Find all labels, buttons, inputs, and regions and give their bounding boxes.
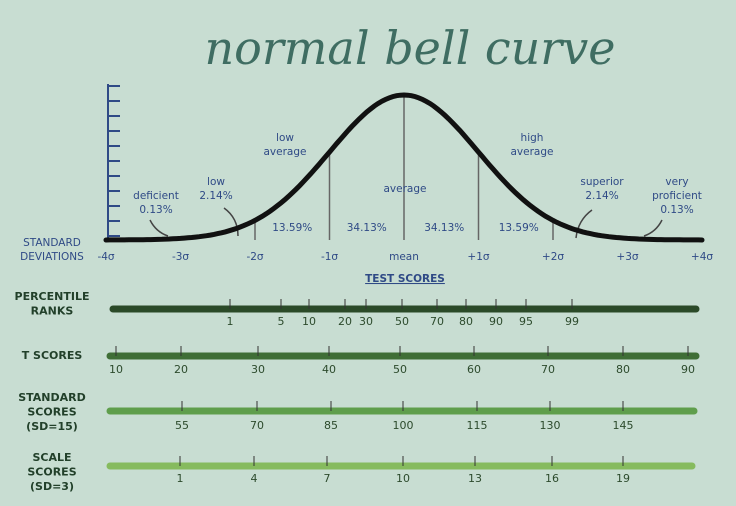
scale-name: (SD=15): [26, 420, 78, 433]
callout: superior: [580, 176, 624, 188]
scale-label: 115: [467, 419, 488, 432]
scale-label: 130: [540, 419, 561, 432]
sigma-label: -3σ: [172, 251, 189, 263]
scale-label: 1: [177, 472, 184, 485]
arrows: [149, 207, 663, 239]
scale-label: 50: [395, 315, 409, 328]
scale-label: 70: [430, 315, 444, 328]
scale-label: 99: [565, 315, 579, 328]
area-percent: 34.13%: [347, 222, 387, 234]
callout: 0.13%: [139, 204, 172, 216]
callout: average: [511, 146, 554, 158]
scale-name: STANDARD: [18, 391, 86, 404]
sigma-label: +3σ: [616, 251, 638, 263]
scale-label: 80: [616, 363, 630, 376]
arrow: [643, 219, 663, 237]
scale-label: 13: [468, 472, 482, 485]
callout: 2.14%: [199, 190, 232, 202]
scale-name: T SCORES: [22, 349, 83, 362]
callout: average: [264, 146, 307, 158]
scale-label: 7: [324, 472, 331, 485]
axis-label: STANDARD: [23, 237, 81, 249]
scale-label: 16: [545, 472, 559, 485]
scale-label: 30: [251, 363, 265, 376]
scale-name: SCALE: [32, 451, 71, 464]
callout: average: [384, 183, 427, 195]
sigma-label: +2σ: [542, 251, 564, 263]
sigma-label: mean: [389, 251, 419, 263]
scale-label: 10: [109, 363, 123, 376]
scale-label: 19: [616, 472, 630, 485]
area-percent: 34.13%: [424, 222, 464, 234]
callout: 2.14%: [585, 190, 618, 202]
axis-label: DEVIATIONS: [20, 251, 84, 263]
scale-label: 60: [467, 363, 481, 376]
arrow: [223, 207, 239, 237]
callout: 0.13%: [660, 204, 693, 216]
callout: low: [276, 132, 294, 144]
scale-name: PERCENTILE: [15, 290, 90, 303]
scale-name: SCORES: [27, 406, 76, 419]
arrow: [149, 219, 169, 237]
scale-label: 50: [393, 363, 407, 376]
scale-label: 90: [681, 363, 695, 376]
area-percent: 13.59%: [272, 222, 312, 234]
scale-name: (SD=3): [30, 480, 74, 493]
scale-label: 4: [251, 472, 258, 485]
callout: very: [665, 176, 688, 188]
sigma-label: -2σ: [246, 251, 263, 263]
sigma-label: -1σ: [321, 251, 338, 263]
title: normal bell curve: [205, 21, 616, 75]
callout: deficient: [133, 190, 179, 202]
scale-label: 95: [519, 315, 533, 328]
scale-label: 70: [250, 419, 264, 432]
bell-curve: [103, 92, 705, 243]
callout: low: [207, 176, 225, 188]
scale-label: 55: [175, 419, 189, 432]
sigma-label: +4σ: [691, 251, 713, 263]
scale-label: 5: [278, 315, 285, 328]
scales-heading: TEST SCORES: [365, 273, 445, 285]
scale-label: 85: [324, 419, 338, 432]
area-percent: 13.59%: [499, 222, 539, 234]
scale-label: 100: [393, 419, 414, 432]
scale-label: 10: [302, 315, 316, 328]
scale-label: 20: [338, 315, 352, 328]
scale-label: 145: [613, 419, 634, 432]
callout: high: [521, 132, 544, 144]
sigma-label: +1σ: [467, 251, 489, 263]
scale-label: 70: [541, 363, 555, 376]
scale-label: 1: [227, 315, 234, 328]
scale-label: 80: [459, 315, 473, 328]
scale-label: 20: [174, 363, 188, 376]
scale-name: SCORES: [27, 466, 76, 479]
scale-label: 90: [489, 315, 503, 328]
scale-label: 30: [359, 315, 373, 328]
scale-name: RANKS: [31, 305, 74, 318]
callout: proficient: [652, 190, 702, 202]
scale-label: 40: [322, 363, 336, 376]
sigma-label: -4σ: [97, 251, 114, 263]
scale-label: 10: [396, 472, 410, 485]
arrow: [575, 209, 593, 239]
